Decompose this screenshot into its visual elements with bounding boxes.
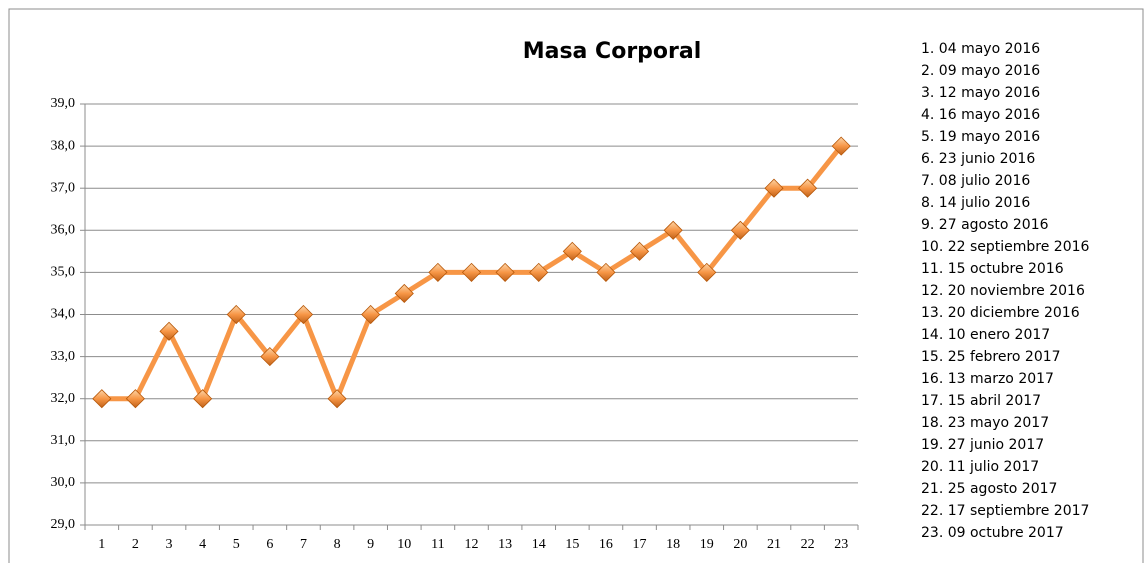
data-point xyxy=(293,304,314,325)
date-note: 8. 14 julio 2016 xyxy=(921,195,1030,211)
x-tick-label: 19 xyxy=(700,537,714,552)
data-point xyxy=(730,220,750,240)
data-point xyxy=(495,262,515,282)
x-tick-label: 2 xyxy=(132,537,139,552)
x-tick-label: 16 xyxy=(599,537,613,552)
data-point xyxy=(193,389,213,409)
data-point xyxy=(764,178,784,198)
data-point xyxy=(596,262,616,282)
date-note: 16. 13 marzo 2017 xyxy=(921,371,1054,387)
data-point xyxy=(798,178,818,198)
x-tick-label: 5 xyxy=(233,537,240,552)
date-note: 21. 25 agosto 2017 xyxy=(921,481,1057,497)
date-note: 14. 10 enero 2017 xyxy=(921,327,1050,343)
x-tick-label: 23 xyxy=(834,537,848,552)
data-point xyxy=(260,347,280,367)
x-tick-label: 13 xyxy=(498,537,512,552)
x-tick-label: 3 xyxy=(166,537,173,552)
data-point xyxy=(125,389,145,409)
data-point xyxy=(92,389,112,409)
x-tick-label: 22 xyxy=(801,537,815,552)
data-point xyxy=(663,220,683,240)
x-tick-label: 7 xyxy=(300,537,307,552)
date-note: 3. 12 mayo 2016 xyxy=(921,85,1040,101)
date-note: 11. 15 octubre 2016 xyxy=(921,261,1064,277)
data-point xyxy=(226,304,246,325)
x-tick-label: 10 xyxy=(397,537,411,552)
data-point xyxy=(159,321,179,341)
x-tick-label: 15 xyxy=(565,537,579,552)
x-tick-label: 14 xyxy=(532,537,546,552)
date-note: 22. 17 septiembre 2017 xyxy=(921,503,1089,519)
date-note: 7. 08 julio 2016 xyxy=(921,173,1030,189)
x-tick-label: 6 xyxy=(266,537,273,552)
x-tick-label: 8 xyxy=(334,537,341,552)
y-tick-label: 37,0 xyxy=(51,180,76,195)
x-tick-label: 11 xyxy=(431,537,444,552)
data-point xyxy=(394,283,414,304)
data-point xyxy=(629,241,650,261)
date-note: 1. 04 mayo 2016 xyxy=(921,41,1040,57)
x-tick-label: 1 xyxy=(98,537,105,552)
date-note: 18. 23 mayo 2017 xyxy=(921,415,1049,431)
y-tick-label: 31,0 xyxy=(51,433,76,448)
y-tick-label: 29,0 xyxy=(51,517,76,532)
chart-border xyxy=(8,8,1144,563)
x-tick-label: 17 xyxy=(633,537,647,552)
x-tick-label: 21 xyxy=(767,537,781,552)
date-note: 12. 20 noviembre 2016 xyxy=(921,283,1085,299)
y-tick-label: 33,0 xyxy=(51,349,76,364)
data-point xyxy=(697,262,717,282)
x-tick-label: 9 xyxy=(367,537,374,552)
date-note: 13. 20 diciembre 2016 xyxy=(921,305,1080,321)
data-point xyxy=(529,262,549,282)
x-tick-label: 12 xyxy=(465,537,479,552)
date-note: 2. 09 mayo 2016 xyxy=(921,63,1040,79)
y-tick-label: 38,0 xyxy=(51,138,76,153)
data-point xyxy=(562,241,582,261)
x-tick-label: 4 xyxy=(199,537,206,552)
y-tick-label: 32,0 xyxy=(51,391,76,406)
date-note: 9. 27 agosto 2016 xyxy=(921,217,1049,233)
data-point xyxy=(461,262,482,282)
date-note: 6. 23 junio 2016 xyxy=(921,151,1035,167)
date-note: 5. 19 mayo 2016 xyxy=(921,129,1040,145)
x-tick-label: 18 xyxy=(666,537,680,552)
x-tick-label: 20 xyxy=(733,537,747,552)
y-tick-label: 34,0 xyxy=(51,307,76,322)
data-point xyxy=(361,304,381,325)
y-tick-label: 35,0 xyxy=(51,265,76,280)
y-tick-label: 30,0 xyxy=(51,475,76,490)
date-note: 4. 16 mayo 2016 xyxy=(921,107,1040,123)
data-point xyxy=(327,389,347,409)
y-tick-label: 39,0 xyxy=(51,96,76,111)
date-note: 19. 27 junio 2017 xyxy=(921,437,1044,453)
date-note: 15. 25 febrero 2017 xyxy=(921,349,1061,365)
date-note: 23. 09 octubre 2017 xyxy=(921,525,1064,541)
data-point xyxy=(428,262,448,282)
date-note: 20. 11 julio 2017 xyxy=(921,459,1039,475)
chart-title: Masa Corporal xyxy=(523,39,702,64)
date-note: 10. 22 septiembre 2016 xyxy=(921,239,1090,255)
date-note: 17. 15 abril 2017 xyxy=(921,393,1041,409)
y-tick-label: 36,0 xyxy=(51,223,76,238)
data-point xyxy=(831,136,851,156)
